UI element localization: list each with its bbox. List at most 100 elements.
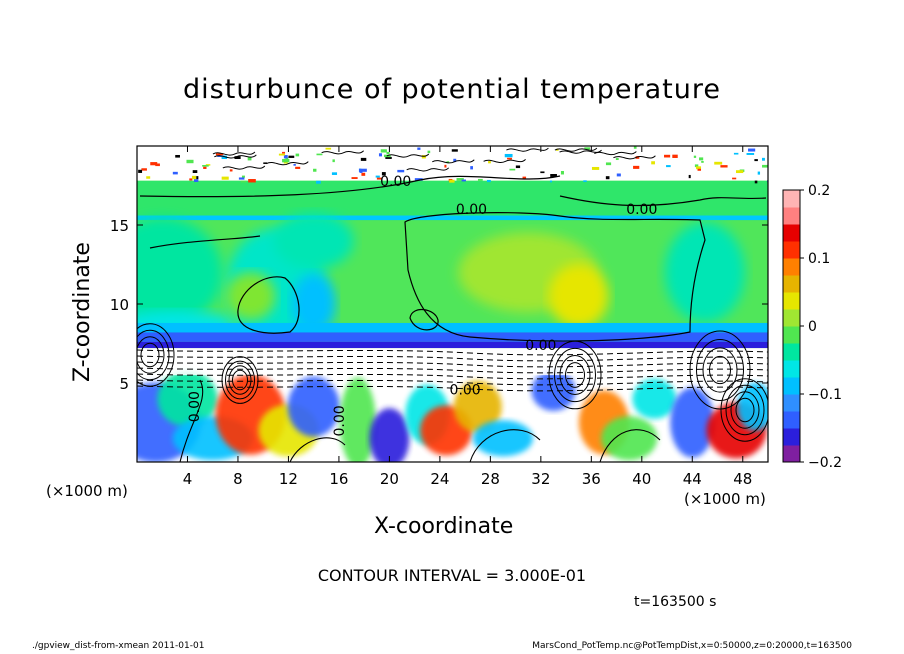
contour-label: 0.00 — [332, 405, 348, 436]
colorbar-swatch — [783, 309, 800, 327]
contour-labels: 0.00 0.00 0.00 0.00 0.00 0.00 0.00 — [187, 174, 658, 437]
colorbar-swatch — [783, 224, 800, 242]
contour-line — [409, 309, 439, 331]
x-unit-right: (×1000 m) — [684, 490, 766, 508]
noise-speck — [196, 176, 199, 180]
noise-speck — [693, 155, 697, 158]
noise-speck — [509, 168, 516, 171]
contour-ring — [730, 391, 760, 429]
noise-speck — [453, 158, 457, 163]
top-contour — [506, 147, 549, 152]
noise-speck — [616, 173, 621, 177]
lower-blob — [287, 376, 340, 437]
lower-contour — [289, 437, 346, 462]
x-tick-label: 4 — [183, 470, 193, 488]
noise-speck — [283, 155, 288, 159]
colorbar-swatch — [783, 258, 800, 276]
noise-speck — [288, 155, 295, 158]
noise-speck — [146, 176, 151, 179]
noise-speck — [664, 154, 671, 158]
lower-blob — [531, 370, 576, 411]
noise-speck — [172, 171, 178, 175]
noise-speck — [361, 172, 366, 176]
colorbar-swatch — [783, 292, 800, 310]
contour-ring — [140, 342, 160, 368]
contour-label: 0.00 — [456, 202, 487, 218]
noise-speck — [282, 151, 286, 154]
y-tick-label: 10 — [110, 296, 129, 314]
contour-ring — [548, 340, 602, 410]
x-axis: 4 8 12 16 20 24 28 32 36 40 44 48 — [183, 146, 752, 488]
top-contour — [594, 151, 637, 156]
noise-speck — [385, 156, 392, 159]
noise-speck — [189, 178, 193, 181]
contour-ring — [137, 336, 165, 374]
noise-speck — [234, 156, 241, 160]
noise-speck — [285, 157, 289, 161]
noise-speck — [488, 161, 491, 164]
contour-ring — [137, 329, 170, 381]
noise-speck — [332, 159, 335, 163]
noise-speck — [186, 159, 194, 164]
noise-speck — [241, 175, 245, 178]
colorbar-tick-label: 0.2 — [808, 183, 830, 199]
contour-ring — [225, 360, 255, 400]
noise-speck — [414, 178, 423, 181]
contour-ring — [725, 384, 765, 436]
lower-blob — [453, 380, 502, 433]
top-contour — [406, 167, 450, 172]
contour-line — [404, 212, 706, 342]
noise-speck — [427, 150, 431, 154]
noise-speck — [205, 164, 211, 166]
contour-ring — [709, 355, 731, 385]
noise-speck — [358, 168, 367, 172]
field-blob — [548, 264, 609, 329]
top-contour — [266, 161, 309, 166]
noise-speck — [451, 149, 458, 152]
noise-speck — [560, 170, 564, 175]
noise-speck — [376, 177, 382, 180]
noise-speck — [591, 166, 600, 170]
colorbar-swatch — [783, 377, 800, 395]
top-contour — [222, 165, 266, 170]
noise-speck — [714, 161, 723, 165]
dashed-contour — [137, 379, 768, 386]
noise-speck — [375, 175, 380, 178]
noise-speck — [732, 177, 737, 180]
noise-speck — [757, 171, 761, 175]
noise-speck — [229, 169, 233, 172]
noise-speck — [461, 179, 466, 182]
noise-speck — [263, 162, 268, 164]
noise-speck — [633, 165, 640, 169]
colorbar-swatch — [783, 445, 800, 463]
top-contour — [432, 159, 475, 164]
contour-ring — [696, 338, 744, 402]
blue-layer — [137, 332, 768, 342]
contour-label: 0.00 — [525, 338, 556, 354]
noise-speck — [515, 165, 521, 169]
lower-contour — [469, 429, 541, 462]
noise-speck — [735, 170, 744, 174]
noise-speck — [331, 172, 338, 175]
colorbar-swatch — [783, 275, 800, 293]
contour-line — [139, 175, 561, 198]
footer-left: ./gpview_dist-from-xmean 2011-01-01 — [32, 641, 205, 651]
contour-label: 0.00 — [626, 202, 657, 218]
x-tick-label: 20 — [380, 470, 399, 488]
contour-ring — [720, 378, 768, 442]
noise-speck — [615, 158, 619, 161]
lower-blob — [339, 377, 376, 462]
dashed-contour — [137, 361, 768, 368]
noise-speck — [316, 180, 321, 184]
time-label: t=163500 s — [634, 594, 717, 610]
noise-speck — [699, 157, 704, 161]
cyan-layer — [137, 322, 768, 333]
noise-speck — [141, 168, 147, 171]
darkblue-layer — [137, 341, 768, 349]
colorbar-swatch — [783, 428, 800, 446]
noise-speck — [696, 166, 702, 170]
footer-right: MarsCond_PotTemp.nc@PotTempDist,x=0:5000… — [532, 641, 852, 651]
field-blob — [291, 274, 336, 334]
contour-ring — [565, 362, 585, 388]
x-tick-label: 16 — [329, 470, 348, 488]
